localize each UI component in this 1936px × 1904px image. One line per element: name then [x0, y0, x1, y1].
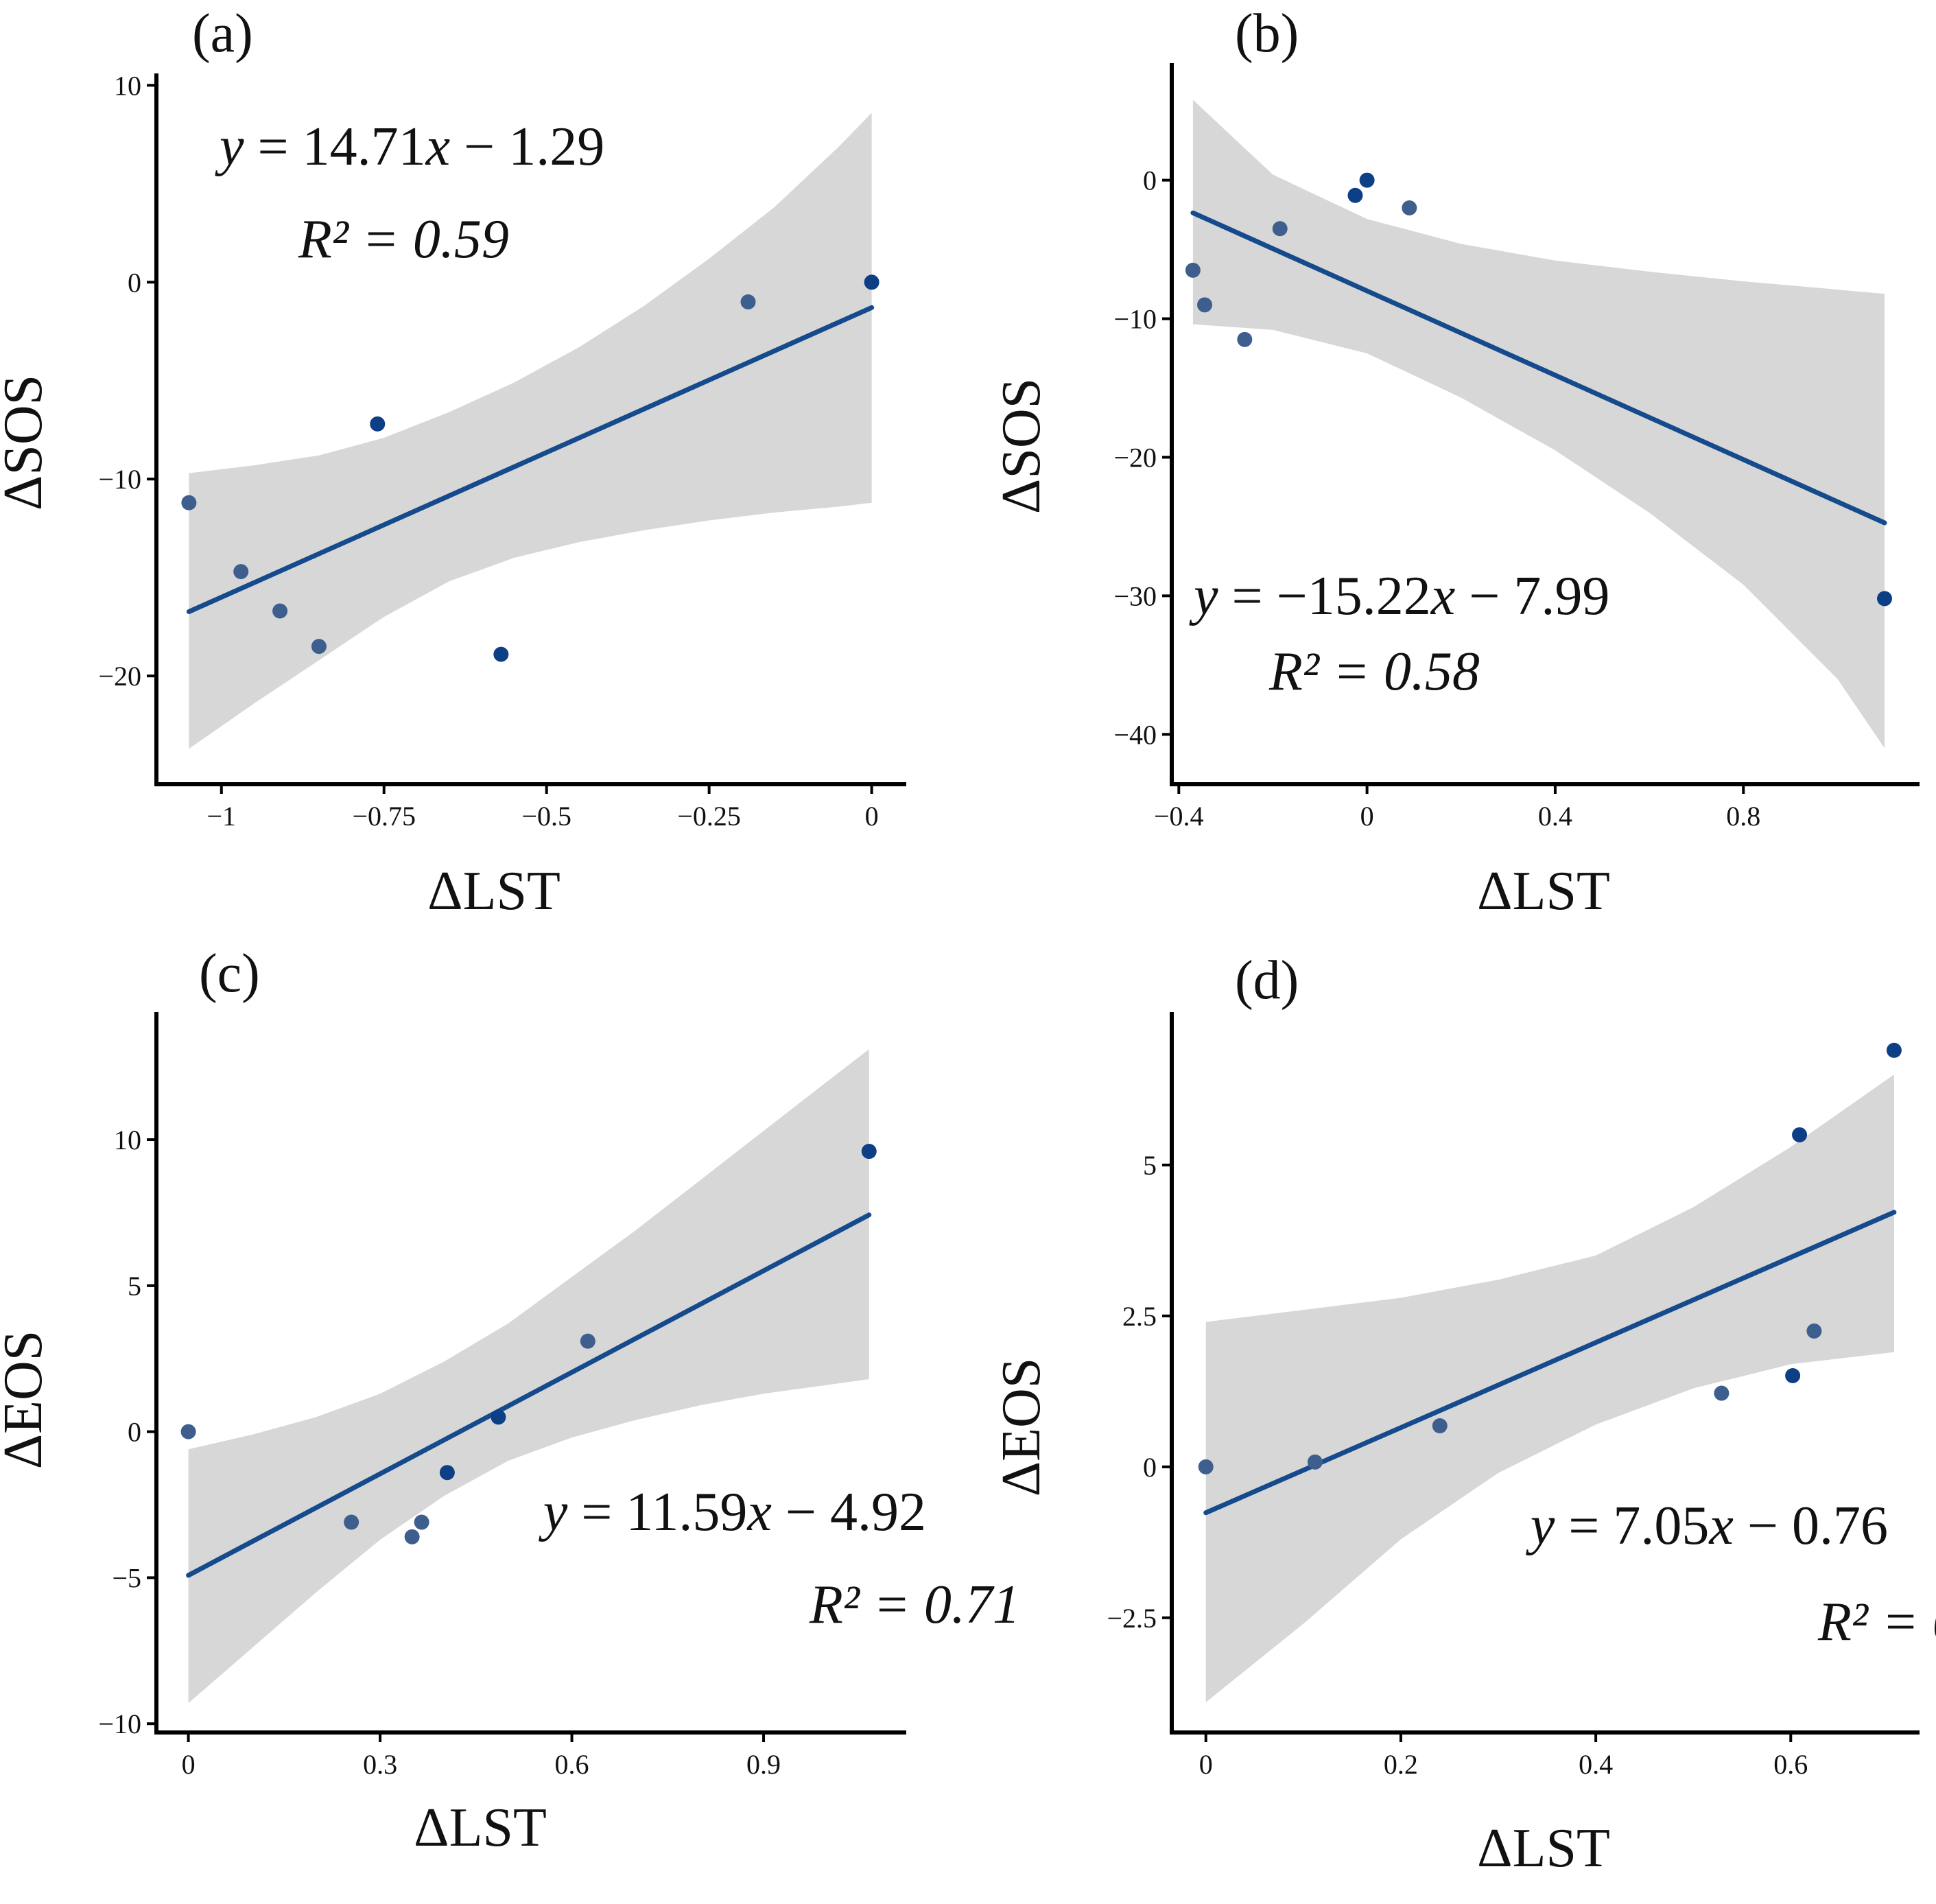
y-tick-label: −5 — [112, 1562, 141, 1593]
y-tick-label: 5 — [128, 1271, 141, 1302]
r-squared-label: R² = 0.62 — [1817, 1592, 1936, 1652]
panel-label: (c) — [199, 943, 260, 1004]
regression-equation: y = −15.22x − 7.99 — [1189, 566, 1609, 626]
y-tick-label: 10 — [114, 70, 141, 101]
data-point — [864, 274, 880, 290]
data-point — [1307, 1454, 1323, 1470]
y-tick-label: 5 — [1143, 1150, 1157, 1181]
data-point — [1876, 591, 1892, 607]
regression-equation: y = 7.05x − 0.76 — [1526, 1496, 1888, 1556]
y-tick-label: −30 — [1113, 580, 1157, 611]
data-point — [1886, 1042, 1902, 1058]
data-point — [1347, 187, 1363, 203]
r-squared-label: R² = 0.58 — [1268, 642, 1480, 702]
x-axis-title: ΔLST — [414, 1798, 547, 1858]
data-point — [414, 1514, 429, 1530]
x-axis-title: ΔLST — [427, 861, 560, 921]
data-point — [311, 639, 327, 655]
x-tick-label: 0.4 — [1579, 1749, 1613, 1780]
regression-line — [1190, 210, 1887, 526]
y-axis-title: ΔEOS — [0, 1330, 54, 1470]
confidence-band — [189, 113, 872, 749]
data-point — [370, 416, 386, 432]
data-point — [1197, 297, 1213, 313]
regression-equation: y = 14.71x − 1.29 — [215, 117, 604, 177]
x-tick-label: 0.3 — [363, 1749, 397, 1780]
y-tick-label: 0 — [128, 1417, 141, 1448]
data-point — [439, 1465, 455, 1481]
x-tick-label: 0 — [1360, 801, 1374, 832]
data-point — [580, 1333, 595, 1349]
confidence-band — [188, 1049, 869, 1704]
y-tick-label: 2.5 — [1122, 1301, 1157, 1332]
y-tick-label: −20 — [1113, 442, 1157, 473]
data-point — [404, 1529, 420, 1544]
data-point — [1272, 221, 1288, 237]
x-tick-label: 0.4 — [1538, 801, 1572, 832]
y-tick-label: 0 — [1143, 165, 1157, 196]
data-point — [1237, 331, 1253, 347]
data-point — [1432, 1418, 1448, 1434]
x-tick-label: −0.5 — [521, 801, 571, 832]
y-tick-label: 0 — [1143, 1452, 1157, 1483]
y-axis-title: ΔSOS — [0, 375, 54, 510]
data-point — [493, 646, 509, 662]
data-point — [1792, 1127, 1808, 1142]
y-tick-label: −10 — [1113, 304, 1157, 335]
y-tick-label: 10 — [114, 1125, 141, 1155]
data-point — [1359, 172, 1375, 188]
panel-b: −0.4 0 0.4 0.8 −40 −30 −20 −10 0 ΔLST ΔSOS (b) y = −… — [991, 3, 1920, 921]
data-point — [861, 1144, 877, 1160]
confidence-band — [1205, 1074, 1894, 1702]
panel-a: −1 −0.75 −0.5 −0.25 0 −20 −10 0 10 ΔLST ΔSOS (a) y =… — [0, 3, 906, 921]
x-tick-label: 0.8 — [1726, 801, 1760, 832]
panel-label: (a) — [192, 3, 253, 64]
data-point — [1402, 200, 1417, 215]
r-squared-label: R² = 0.59 — [298, 209, 509, 270]
data-point — [740, 294, 756, 309]
y-tick-label: 0 — [128, 267, 141, 298]
data-point — [181, 495, 197, 510]
x-tick-label: 0 — [1199, 1749, 1213, 1780]
x-tick-label: 0 — [865, 801, 879, 832]
x-tick-label: 0.2 — [1384, 1749, 1418, 1780]
panel-label: (b) — [1235, 3, 1299, 64]
x-tick-label: 0.9 — [746, 1749, 781, 1780]
x-tick-label: 0 — [182, 1749, 196, 1780]
x-axis-title: ΔLST — [1477, 861, 1610, 921]
data-point — [491, 1409, 506, 1425]
x-tick-label: −1 — [207, 801, 237, 832]
data-point — [1198, 1459, 1214, 1474]
r-squared-label: R² = 0.71 — [809, 1575, 1020, 1635]
y-tick-label: −2.5 — [1107, 1603, 1157, 1634]
regression-equation: y = 11.59x − 4.92 — [539, 1482, 926, 1542]
y-tick-label: −40 — [1113, 719, 1157, 750]
data-point — [1806, 1323, 1822, 1339]
x-tick-label: −0.4 — [1154, 801, 1204, 832]
x-tick-label: 0.6 — [1773, 1749, 1808, 1780]
confidence-band — [1192, 99, 1885, 749]
data-point — [1785, 1368, 1801, 1384]
x-axis-title: ΔLST — [1477, 1818, 1610, 1879]
data-point — [1714, 1385, 1730, 1401]
panel-d: 0 0.2 0.4 0.6 −2.5 0 2.5 5 ΔLST ΔEOS (d) y = 7.05x … — [991, 950, 1936, 1879]
x-tick-label: 0.6 — [555, 1749, 589, 1780]
data-point — [272, 603, 288, 619]
y-tick-label: −10 — [98, 1708, 141, 1739]
data-point — [180, 1424, 196, 1439]
panel-c: 0 0.3 0.6 0.9 −10 −5 0 5 10 ΔLST ΔEOS (c) y = 11.59x… — [0, 943, 1020, 1858]
regression-line — [186, 1212, 872, 1578]
x-tick-label: −0.75 — [352, 801, 416, 832]
x-tick-label: −0.25 — [677, 801, 741, 832]
data-point — [1185, 262, 1201, 278]
y-axis-title: ΔSOS — [991, 378, 1052, 514]
y-axis-title: ΔEOS — [991, 1358, 1052, 1497]
panel-label: (d) — [1235, 950, 1299, 1011]
regression-line — [186, 305, 875, 615]
data-point — [233, 564, 249, 580]
y-tick-label: −10 — [98, 464, 141, 495]
data-point — [344, 1514, 359, 1530]
y-tick-label: −20 — [98, 661, 141, 692]
